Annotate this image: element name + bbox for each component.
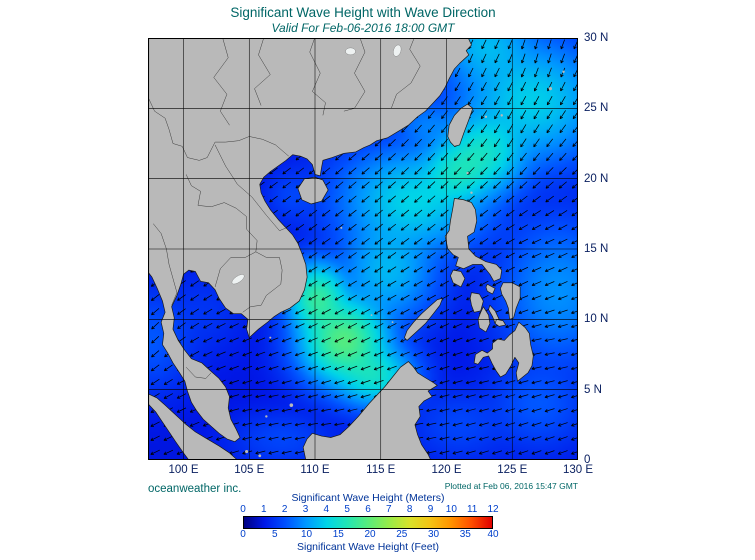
feet-tick-label: 0	[240, 529, 246, 540]
plotted-timestamp: Plotted at Feb 06, 2016 15:47 GMT	[444, 481, 578, 491]
lon-tick-label: 125 E	[497, 464, 528, 476]
meter-tick-label: 10	[445, 504, 457, 515]
chart-title: Significant Wave Height with Wave Direct…	[230, 5, 496, 20]
chart-header: Significant Wave Height with Wave Direct…	[148, 5, 578, 35]
feet-tick-label: 30	[427, 529, 440, 540]
lon-tick-label: 115 E	[366, 464, 396, 476]
lat-tick-label: 10 N	[584, 313, 609, 326]
feet-tick-label: 20	[364, 529, 376, 540]
colorbar-feet-ticks: 0 5 10 15 20 25 30 35 40	[240, 529, 498, 541]
chart-valid-time: Valid For Feb-06-2016 18:00 GMT	[271, 20, 455, 35]
meter-tick-label: 4	[323, 504, 330, 515]
feet-tick-label: 15	[332, 529, 344, 540]
meter-tick-label: 11	[466, 504, 478, 515]
lat-tick-label: 25 N	[584, 102, 609, 115]
oceanweather-branding: oceanweather inc.	[148, 483, 242, 495]
lon-tick-label: 110 E	[300, 464, 330, 476]
meter-tick-label: 7	[386, 504, 392, 515]
longitude-axis: 100 E 105 E 110 E 115 E 120 E 125 E 130 E	[148, 464, 593, 480]
colorbar-title-meters: Significant Wave Height (Meters)	[291, 492, 445, 504]
colorbar-gradient-bar	[243, 516, 493, 529]
latitude-axis: 30 N 25 N 20 N 15 N 10 N 5 N 0	[584, 32, 629, 466]
feet-tick-label: 25	[396, 529, 408, 540]
feet-tick-label: 10	[300, 529, 313, 540]
feet-tick-label: 35	[459, 529, 471, 540]
meter-tick-label: 0	[240, 504, 246, 515]
wave-height-map	[148, 38, 578, 460]
lat-tick-label: 5 N	[584, 383, 602, 396]
meter-tick-label: 8	[406, 504, 413, 515]
colorbar-title-feet: Significant Wave Height (Feet)	[296, 541, 439, 553]
meter-tick-label: 12	[487, 504, 499, 515]
meter-tick-label: 1	[261, 504, 267, 515]
lon-tick-label: 100 E	[168, 464, 199, 476]
lat-tick-label: 30 N	[584, 32, 609, 44]
meter-tick-label: 5	[344, 504, 350, 515]
lon-tick-label: 130 E	[562, 464, 594, 476]
lat-tick-label: 15 N	[584, 243, 609, 255]
meter-tick-label: 6	[365, 504, 371, 515]
lon-tick-label: 120 E	[431, 464, 462, 476]
lon-tick-label: 105 E	[234, 464, 265, 476]
meter-tick-label: 2	[281, 504, 288, 515]
feet-tick-label: 5	[271, 529, 278, 540]
meter-tick-label: 9	[427, 504, 434, 515]
feet-tick-label: 40	[487, 529, 499, 540]
meter-tick-label: 3	[302, 504, 309, 515]
colorbar-meter-ticks: 0 1 2 3 4 5 6 7 8 9 10 11 12	[240, 504, 498, 516]
lat-tick-label: 0	[584, 454, 591, 466]
lat-tick-label: 20 N	[584, 172, 609, 185]
